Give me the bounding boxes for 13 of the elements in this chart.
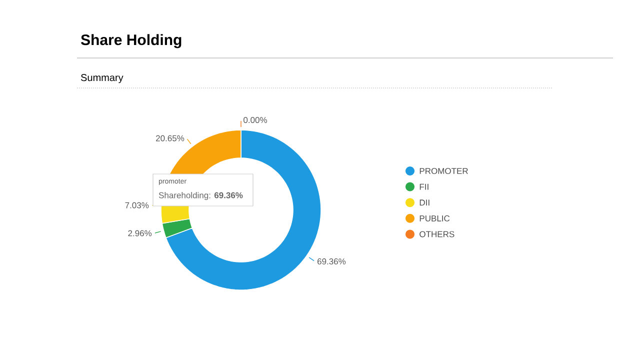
chart-title: Share Holding (80, 34, 182, 48)
data-label: 2.96% (128, 230, 152, 236)
data-label: 7.03% (125, 202, 149, 208)
data-label: 69.36% (318, 258, 346, 264)
legend-label: FII (420, 184, 428, 190)
text: Shareholding: 69.36% (158, 192, 243, 200)
data-label: 20.65% (156, 135, 184, 142)
legend-label: PUBLIC (420, 215, 450, 222)
text: 0.00% (244, 117, 268, 124)
legend-label: DII (420, 200, 430, 206)
chart-subtitle: Summary (80, 74, 124, 84)
legend-label: PROMOTER (420, 168, 468, 174)
legend-label: OTHERS (420, 231, 454, 238)
